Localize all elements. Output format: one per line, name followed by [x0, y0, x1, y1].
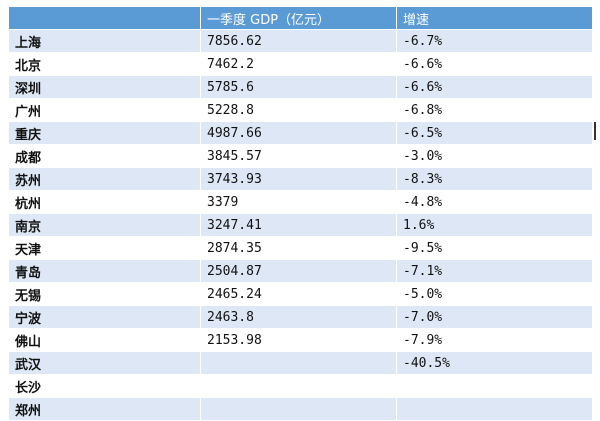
table-row: 广州 5228.8 -6.8% — [8, 98, 593, 122]
growth-cell[interactable]: -6.6% — [396, 75, 593, 99]
city-cell[interactable]: 郑州 — [8, 397, 201, 421]
city-cell[interactable]: 苏州 — [8, 167, 201, 191]
city-cell[interactable]: 重庆 — [8, 121, 201, 145]
gdp-cell[interactable]: 2463.8 — [200, 305, 397, 329]
table-row: 成都 3845.57 -3.0% — [8, 144, 593, 168]
growth-cell[interactable]: -5.0% — [396, 282, 593, 306]
header-row: 一季度 GDP（亿元） 增速 — [8, 6, 593, 30]
text-cursor-icon — [594, 122, 596, 140]
growth-cell[interactable]: -7.9% — [396, 328, 593, 352]
gdp-cell[interactable] — [200, 351, 397, 375]
table-row: 深圳 5785.6 -6.6% — [8, 75, 593, 99]
gdp-cell[interactable]: 2874.35 — [200, 236, 397, 260]
city-cell[interactable]: 杭州 — [8, 190, 201, 214]
growth-cell[interactable]: -4.8% — [396, 190, 593, 214]
city-cell[interactable]: 武汉 — [8, 351, 201, 375]
gdp-cell[interactable] — [200, 374, 397, 398]
table-row: 佛山 2153.98 -7.9% — [8, 328, 593, 352]
table-row: 重庆 4987.66 -6.5% — [8, 121, 593, 145]
table-row: 南京 3247.41 1.6% — [8, 213, 593, 237]
growth-cell[interactable] — [396, 397, 593, 421]
gdp-cell[interactable]: 7462.2 — [200, 52, 397, 76]
city-cell[interactable]: 长沙 — [8, 374, 201, 398]
growth-cell[interactable]: -8.3% — [396, 167, 593, 191]
table-row: 无锡 2465.24 -5.0% — [8, 282, 593, 306]
gdp-cell[interactable]: 5228.8 — [200, 98, 397, 122]
city-cell[interactable]: 无锡 — [8, 282, 201, 306]
city-cell[interactable]: 北京 — [8, 52, 201, 76]
city-cell[interactable]: 上海 — [8, 29, 201, 53]
table-row: 上海 7856.62 -6.7% — [8, 29, 593, 53]
growth-cell[interactable]: -6.8% — [396, 98, 593, 122]
table-row: 宁波 2463.8 -7.0% — [8, 305, 593, 329]
gdp-cell[interactable]: 7856.62 — [200, 29, 397, 53]
gdp-cell[interactable]: 3247.41 — [200, 213, 397, 237]
growth-cell[interactable]: -40.5% — [396, 351, 593, 375]
gdp-table: 一季度 GDP（亿元） 增速 上海 7856.62 -6.7% 北京 7462.2 -6.… — [8, 6, 593, 421]
gdp-cell[interactable]: 2465.24 — [200, 282, 397, 306]
header-growth[interactable]: 增速 — [396, 6, 593, 30]
growth-cell[interactable]: -6.5% — [396, 121, 593, 145]
gdp-cell[interactable]: 5785.6 — [200, 75, 397, 99]
growth-cell[interactable]: -7.1% — [396, 259, 593, 283]
gdp-cell[interactable]: 2153.98 — [200, 328, 397, 352]
city-cell[interactable]: 深圳 — [8, 75, 201, 99]
table-row: 北京 7462.2 -6.6% — [8, 52, 593, 76]
growth-cell[interactable]: 1.6% — [396, 213, 593, 237]
table-row: 武汉 -40.5% — [8, 351, 593, 375]
table-row: 杭州 3379 -4.8% — [8, 190, 593, 214]
growth-cell[interactable] — [396, 374, 593, 398]
gdp-cell[interactable]: 3379 — [200, 190, 397, 214]
header-gdp[interactable]: 一季度 GDP（亿元） — [200, 6, 397, 30]
growth-cell[interactable]: -6.6% — [396, 52, 593, 76]
city-cell[interactable]: 佛山 — [8, 328, 201, 352]
city-cell[interactable]: 青岛 — [8, 259, 201, 283]
table-row: 天津 2874.35 -9.5% — [8, 236, 593, 260]
growth-cell[interactable]: -3.0% — [396, 144, 593, 168]
gdp-cell[interactable]: 4987.66 — [200, 121, 397, 145]
header-city[interactable] — [8, 6, 201, 30]
table-row: 郑州 — [8, 397, 593, 421]
growth-cell[interactable]: -9.5% — [396, 236, 593, 260]
gdp-cell[interactable]: 3743.93 — [200, 167, 397, 191]
city-cell[interactable]: 广州 — [8, 98, 201, 122]
table-row: 长沙 — [8, 374, 593, 398]
gdp-cell[interactable]: 2504.87 — [200, 259, 397, 283]
table-row: 苏州 3743.93 -8.3% — [8, 167, 593, 191]
city-cell[interactable]: 南京 — [8, 213, 201, 237]
gdp-cell[interactable] — [200, 397, 397, 421]
city-cell[interactable]: 天津 — [8, 236, 201, 260]
growth-cell[interactable]: -6.7% — [396, 29, 593, 53]
growth-cell[interactable]: -7.0% — [396, 305, 593, 329]
city-cell[interactable]: 成都 — [8, 144, 201, 168]
table-row: 青岛 2504.87 -7.1% — [8, 259, 593, 283]
city-cell[interactable]: 宁波 — [8, 305, 201, 329]
gdp-cell[interactable]: 3845.57 — [200, 144, 397, 168]
